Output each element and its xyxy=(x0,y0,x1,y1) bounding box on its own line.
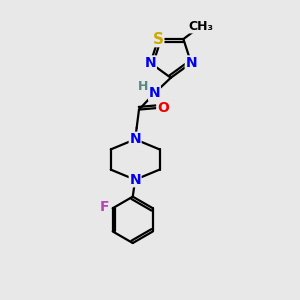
Text: N: N xyxy=(185,56,197,70)
Text: N: N xyxy=(129,132,141,146)
Text: N: N xyxy=(129,173,141,187)
Text: N: N xyxy=(145,56,156,70)
Text: O: O xyxy=(157,101,169,115)
Text: S: S xyxy=(153,32,164,46)
Text: N: N xyxy=(148,86,160,100)
Text: H: H xyxy=(138,80,148,93)
Text: CH₃: CH₃ xyxy=(189,20,214,33)
Text: F: F xyxy=(100,200,109,214)
